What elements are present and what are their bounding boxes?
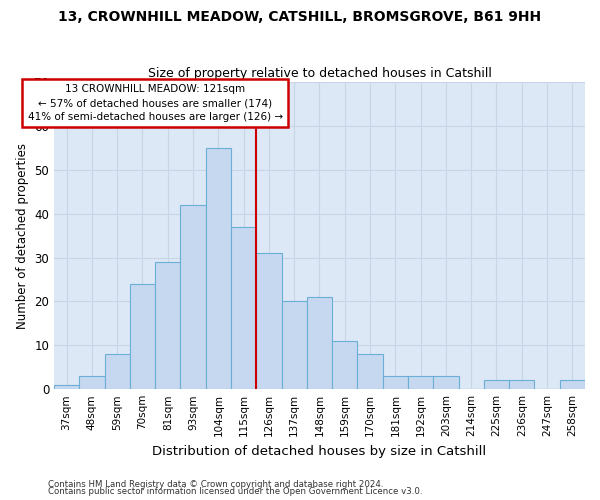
Title: Size of property relative to detached houses in Catshill: Size of property relative to detached ho… [148,66,491,80]
Text: Contains public sector information licensed under the Open Government Licence v3: Contains public sector information licen… [48,487,422,496]
Text: Contains HM Land Registry data © Crown copyright and database right 2024.: Contains HM Land Registry data © Crown c… [48,480,383,489]
Y-axis label: Number of detached properties: Number of detached properties [16,142,29,328]
Bar [332,341,358,389]
Text: 13 CROWNHILL MEADOW: 121sqm
← 57% of detached houses are smaller (174)
41% of se: 13 CROWNHILL MEADOW: 121sqm ← 57% of det… [28,84,283,122]
Bar [383,376,408,389]
Bar [54,385,79,389]
Bar [231,227,256,389]
Bar [408,376,433,389]
Bar [307,297,332,389]
Bar [509,380,535,389]
Bar [181,205,206,389]
Bar [79,376,104,389]
Text: 13, CROWNHILL MEADOW, CATSHILL, BROMSGROVE, B61 9HH: 13, CROWNHILL MEADOW, CATSHILL, BROMSGRO… [58,10,542,24]
Bar [155,262,181,389]
Bar [433,376,458,389]
Bar [358,354,383,389]
Bar [484,380,509,389]
Bar [130,284,155,389]
Bar [206,148,231,389]
Bar [281,302,307,389]
Bar [256,253,281,389]
Bar [560,380,585,389]
X-axis label: Distribution of detached houses by size in Catshill: Distribution of detached houses by size … [152,444,487,458]
Bar [104,354,130,389]
